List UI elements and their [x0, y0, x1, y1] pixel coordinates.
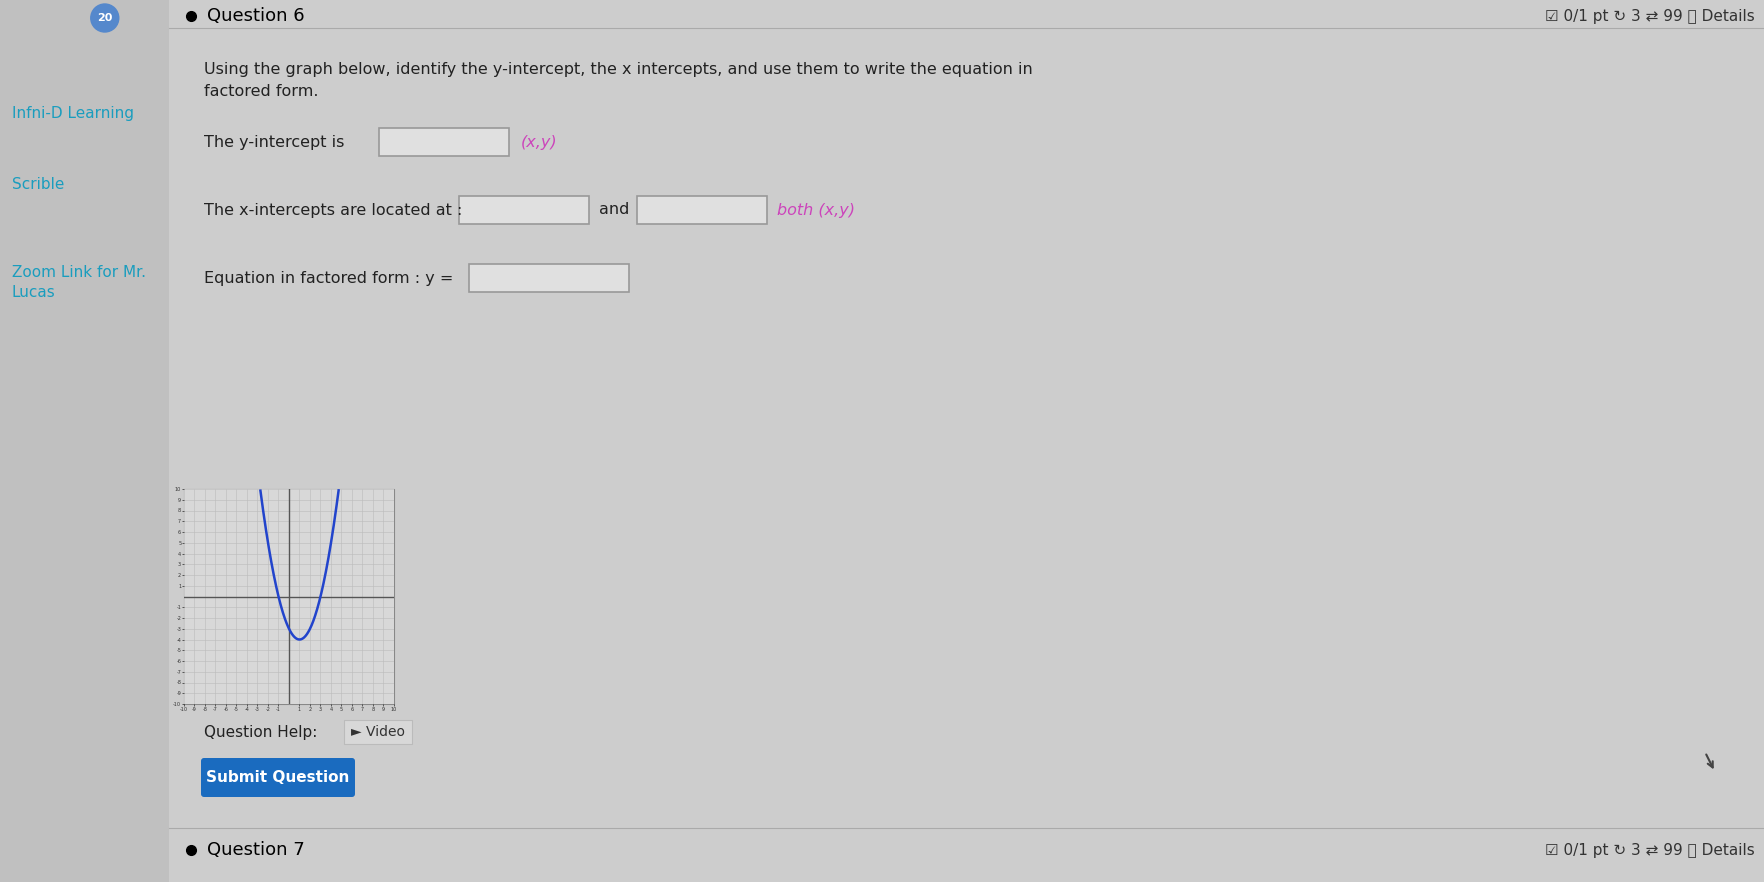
Bar	[344, 720, 411, 744]
Text: Question 6: Question 6	[206, 7, 305, 25]
Text: and: and	[598, 203, 630, 218]
Bar	[469, 264, 628, 292]
Text: ☑ 0/1 pt ↻ 3 ⇄ 99 ⓘ Details: ☑ 0/1 pt ↻ 3 ⇄ 99 ⓘ Details	[1544, 842, 1753, 857]
Text: Equation in factored form : y =: Equation in factored form : y =	[205, 271, 453, 286]
Bar	[459, 196, 589, 224]
Text: ► Video: ► Video	[351, 725, 404, 739]
Text: Question Help:: Question Help:	[205, 724, 318, 739]
Bar	[379, 128, 508, 156]
Text: Zoom Link for Mr.
Lucas: Zoom Link for Mr. Lucas	[12, 265, 146, 300]
Text: factored form.: factored form.	[205, 84, 318, 99]
Bar	[637, 196, 767, 224]
Text: Scrible: Scrible	[12, 177, 64, 192]
Text: Using the graph below, identify the y-intercept, the x intercepts, and use them : Using the graph below, identify the y-in…	[205, 62, 1032, 77]
Text: (x,y): (x,y)	[520, 134, 557, 150]
Bar	[183, 489, 393, 704]
Text: The y-intercept is: The y-intercept is	[205, 134, 344, 150]
Text: ☑ 0/1 pt ↻ 3 ⇄ 99 ⓘ Details: ☑ 0/1 pt ↻ 3 ⇄ 99 ⓘ Details	[1544, 9, 1753, 24]
FancyBboxPatch shape	[201, 758, 355, 797]
Text: Submit Question: Submit Question	[206, 771, 349, 786]
Bar	[0, 0, 169, 882]
Text: The x-intercepts are located at :: The x-intercepts are located at :	[205, 203, 462, 218]
Text: 20: 20	[97, 13, 113, 23]
Circle shape	[90, 4, 118, 32]
Text: both (x,y): both (x,y)	[776, 203, 854, 218]
Text: Question 7: Question 7	[206, 841, 305, 859]
Text: Infni-D Learning: Infni-D Learning	[12, 106, 134, 121]
